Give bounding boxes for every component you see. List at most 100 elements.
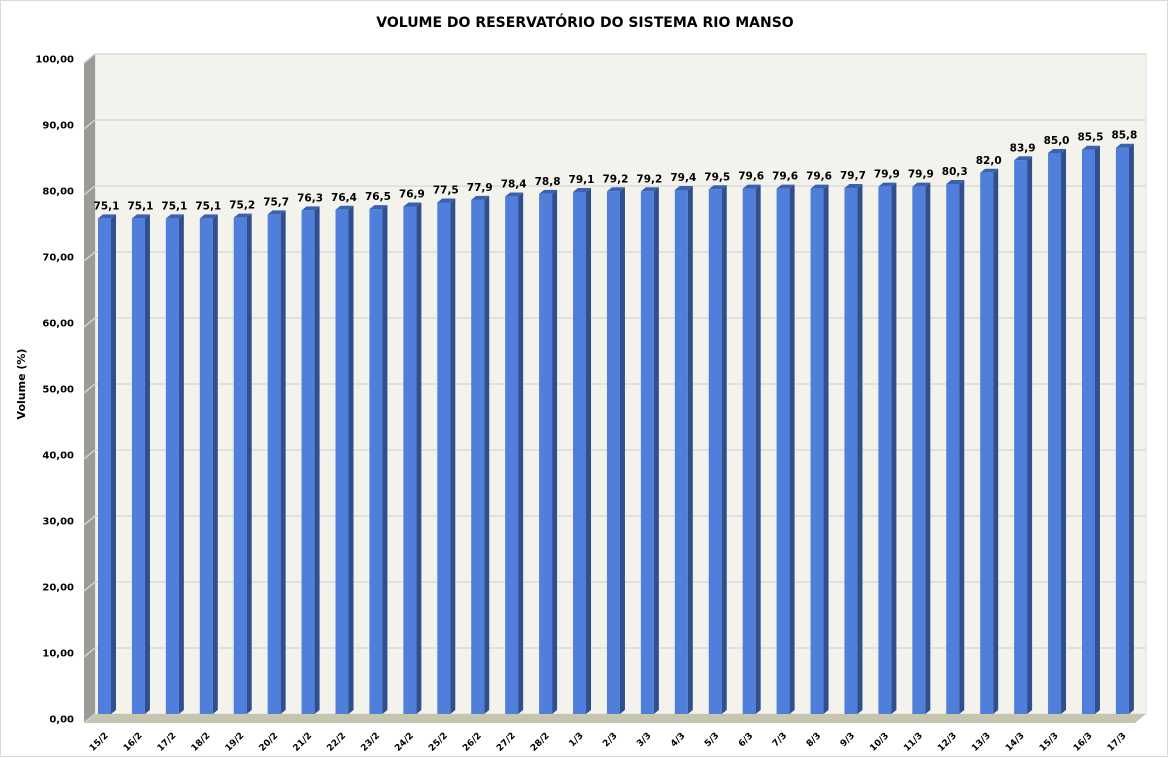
x-tick-label: 4/3 [669,731,687,749]
y-tick-label: 90,00 [42,121,74,132]
bar-side [823,184,829,714]
bar-side [111,214,116,714]
bar-front [1014,160,1028,714]
x-tick-label: 22/2 [325,731,348,754]
y-tick-label: 50,00 [42,385,74,396]
bar-top [573,187,592,192]
bar [233,213,252,714]
chart-title: VOLUME DO RESERVATÓRIO DO SISTEMA RIO MA… [376,13,794,31]
bar [165,214,184,714]
bar [1081,145,1100,714]
bar-side [1128,143,1134,715]
bar [742,184,761,714]
bar-side [450,198,456,714]
bar-top [878,182,897,187]
x-tick-label: 6/3 [737,731,755,749]
bar-top [810,184,829,189]
bar-front [742,188,756,714]
data-label: 79,9 [908,169,934,181]
x-tick-label: 9/3 [839,731,857,749]
bar-top [267,210,286,215]
bar-side [1027,156,1033,714]
bar-front [165,218,179,714]
x-tick-label: 18/2 [190,731,213,754]
bar [131,214,150,714]
bar-front [1081,149,1095,714]
bar-front [301,210,315,715]
bar-side [789,184,795,714]
data-label: 79,6 [772,171,798,183]
bar [369,205,388,714]
data-label: 85,0 [1044,135,1070,147]
data-label: 77,5 [433,185,459,197]
bar-top [301,206,320,211]
y-tick-label: 10,00 [42,649,74,660]
bar-top [403,202,422,207]
x-tick-label: 1/3 [567,731,585,749]
bar [912,182,931,714]
bar [776,184,795,714]
data-label: 78,4 [501,179,527,191]
bar [708,185,727,715]
data-label: 79,1 [569,174,595,186]
gridline-side [83,713,96,724]
bar [606,187,625,714]
bar-front [844,187,858,715]
bar-top [776,184,795,189]
bar-side [619,187,625,714]
gridline-side [83,119,96,130]
bar-side [687,185,693,714]
data-label: 79,5 [704,171,730,183]
bar-side [314,206,320,715]
data-label: 82,0 [976,155,1002,167]
x-tick-label: 7/3 [771,731,789,749]
bar-side [518,192,524,714]
bar-top [708,185,727,190]
bar-side [891,182,897,714]
gridline-side [83,581,96,592]
bar [674,185,693,714]
bar [810,184,829,714]
data-label: 79,6 [738,171,764,183]
data-label: 77,9 [467,182,493,194]
bar-side [348,205,354,714]
bar-side [246,213,252,714]
gridline-side [83,515,96,526]
bar-top [539,189,558,194]
data-label: 75,7 [263,196,289,208]
gridline-side [83,53,96,64]
bar [844,183,863,715]
bar [301,206,320,715]
bar-top [437,198,456,203]
bar-front [471,199,485,715]
x-tick-label: 10/3 [868,731,891,754]
y-tick-label: 80,00 [42,187,74,198]
x-tick-label: 16/3 [1072,731,1095,754]
bar-top [369,205,388,210]
y-tick-label: 60,00 [42,319,74,330]
gridline-side [83,185,96,196]
bar-front [708,189,722,715]
bar-top [165,214,184,219]
bar-side [721,185,727,715]
bar-top [640,187,659,192]
bar-front [369,209,383,714]
x-tick-label: 15/2 [88,731,111,754]
bar-top [742,184,761,189]
bar-front [1048,153,1062,714]
bar-side [857,183,863,715]
bar [471,195,490,715]
x-tick-label: 2/3 [601,731,619,749]
data-label: 85,5 [1078,132,1104,144]
bar-front [640,191,654,714]
bar-front [505,196,519,714]
bar [437,198,456,714]
bar-front [606,191,620,714]
bar-front [98,218,111,714]
bar [199,214,218,714]
bar-front [980,172,994,715]
bar-top [335,205,354,210]
bar-front [233,217,247,714]
bar-top [1081,145,1100,150]
bar-front [437,202,451,714]
